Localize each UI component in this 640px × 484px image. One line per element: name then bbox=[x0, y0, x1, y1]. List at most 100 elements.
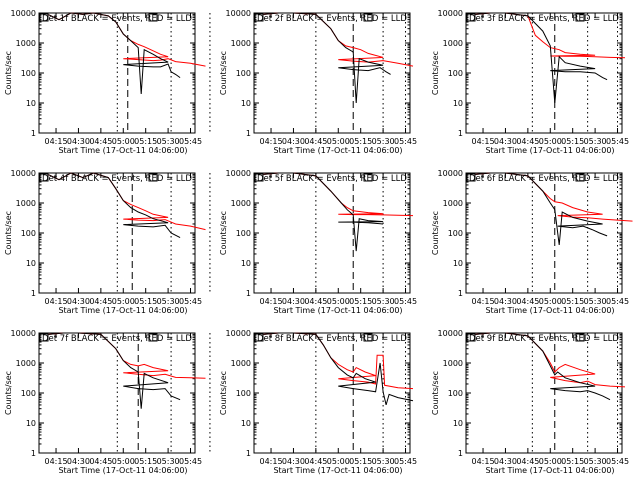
x-tick-label: 04:30 bbox=[282, 137, 305, 146]
y-tick-label: 1000 bbox=[443, 199, 463, 208]
series-line-events bbox=[475, 332, 611, 401]
y-tick-label: 10000 bbox=[438, 169, 463, 178]
x-tick-label: 05:30 bbox=[372, 457, 395, 466]
panel-7: 1 10 100 1000 10000 04:15 04:30 04:45 05:00 05:15… bbox=[4, 329, 211, 475]
y-tick-label: 1 bbox=[246, 129, 251, 138]
x-tick-label: 04:45 bbox=[516, 297, 539, 306]
corner-marker bbox=[39, 333, 49, 342]
y-tick-label: 10000 bbox=[226, 169, 251, 178]
x-tick-label: 05:30 bbox=[372, 297, 395, 306]
x-tick-label: 05:15 bbox=[349, 297, 372, 306]
y-tick-label: 10000 bbox=[226, 329, 251, 338]
x-tick-label: 04:15 bbox=[45, 297, 68, 306]
y-tick-label: 10000 bbox=[438, 9, 463, 18]
panel-title: Det 9f BLACK = Events, RED = LLD bbox=[469, 334, 619, 344]
x-tick-label: 04:30 bbox=[67, 297, 90, 306]
x-tick-label: 05:30 bbox=[157, 297, 180, 306]
panel-3: 1 10 100 1000 10000 04:15 04:30 04:45 05:00 05:15… bbox=[431, 9, 629, 155]
y-tick-label: 1 bbox=[458, 129, 463, 138]
corner-marker bbox=[254, 173, 264, 182]
y-tick-label: 10000 bbox=[11, 329, 36, 338]
x-tick-label: 05:15 bbox=[561, 297, 584, 306]
y-tick-label: 1000 bbox=[443, 359, 463, 368]
x-tick-label: 04:15 bbox=[260, 137, 283, 146]
panel-title: Det 6f BLACK = Events, RED = LLD bbox=[469, 174, 619, 184]
x-tick-label: 04:45 bbox=[304, 297, 327, 306]
panel-2: 1 10 100 1000 10000 04:15 04:30 04:45 05:00 05:15… bbox=[219, 9, 417, 155]
y-axis-label: Counts/sec bbox=[219, 51, 228, 95]
series-line-events bbox=[48, 172, 181, 239]
panel-9: 1 10 100 1000 10000 04:15 04:30 04:45 05:00 05:15… bbox=[431, 329, 629, 475]
y-tick-label: 10 bbox=[241, 419, 251, 428]
y-axis-label: Counts/sec bbox=[4, 211, 13, 255]
y-tick-label: 1000 bbox=[231, 39, 251, 48]
corner-marker bbox=[575, 13, 585, 22]
corner-marker bbox=[148, 173, 158, 182]
x-tick-label: 04:30 bbox=[67, 137, 90, 146]
y-axis-label: Counts/sec bbox=[219, 371, 228, 415]
y-tick-label: 1 bbox=[246, 449, 251, 458]
x-tick-label: 05:15 bbox=[134, 297, 157, 306]
y-tick-label: 10000 bbox=[11, 9, 36, 18]
x-tick-label: 04:45 bbox=[304, 457, 327, 466]
y-tick-label: 10000 bbox=[11, 169, 36, 178]
x-axis-label: Start Time (17-Oct-11 04:06:00) bbox=[273, 466, 402, 475]
x-tick-label: 04:45 bbox=[516, 137, 539, 146]
y-axis-label: Counts/sec bbox=[431, 51, 440, 95]
corner-marker bbox=[363, 173, 373, 182]
y-tick-label: 10000 bbox=[226, 9, 251, 18]
corner-marker bbox=[575, 333, 585, 342]
plot-frame bbox=[465, 332, 623, 454]
x-tick-label: 04:45 bbox=[304, 137, 327, 146]
x-tick-label: 05:45 bbox=[394, 137, 417, 146]
x-tick-label: 04:15 bbox=[472, 297, 495, 306]
x-tick-label: 05:00 bbox=[327, 297, 350, 306]
x-axis-label: Start Time (17-Oct-11 04:06:00) bbox=[485, 466, 614, 475]
panel-title: Det 2f BLACK = Events, RED = LLD bbox=[257, 14, 407, 24]
panel-1: 1 10 100 1000 10000 04:15 04:30 04:45 05:00 05:15… bbox=[4, 9, 211, 155]
x-tick-label: 04:15 bbox=[472, 137, 495, 146]
x-tick-label: 05:00 bbox=[112, 297, 135, 306]
y-tick-label: 1 bbox=[458, 449, 463, 458]
corner-marker bbox=[148, 333, 158, 342]
y-axis-label: Counts/sec bbox=[4, 371, 13, 415]
x-tick-label: 05:45 bbox=[179, 137, 202, 146]
series-line-events bbox=[263, 332, 414, 406]
panel-4: 1 10 100 1000 10000 04:15 04:30 04:45 05:00 05:15… bbox=[4, 169, 211, 315]
plot-frame bbox=[253, 332, 411, 454]
y-tick-label: 1 bbox=[458, 289, 463, 298]
x-tick-label: 05:00 bbox=[112, 137, 135, 146]
x-tick-label: 05:45 bbox=[606, 457, 629, 466]
y-axis-label: Counts/sec bbox=[431, 211, 440, 255]
y-tick-label: 10 bbox=[241, 259, 251, 268]
x-tick-label: 05:30 bbox=[584, 457, 607, 466]
y-axis-label: Counts/sec bbox=[431, 371, 440, 415]
panel-8: 1 10 100 1000 10000 04:15 04:30 04:45 05:00 05:15… bbox=[219, 329, 417, 475]
y-tick-label: 1 bbox=[31, 289, 36, 298]
panel-title: Det 1f BLACK = Events, RED = LLD bbox=[42, 14, 192, 24]
corner-marker bbox=[254, 13, 264, 22]
series-line-events bbox=[263, 172, 384, 252]
x-tick-label: 04:45 bbox=[89, 457, 112, 466]
y-tick-label: 100 bbox=[236, 69, 251, 78]
x-tick-label: 05:45 bbox=[179, 457, 202, 466]
y-tick-label: 100 bbox=[21, 389, 36, 398]
x-tick-label: 05:45 bbox=[179, 297, 202, 306]
x-axis-label: Start Time (17-Oct-11 04:06:00) bbox=[58, 306, 187, 315]
series-line-events bbox=[475, 172, 608, 245]
x-tick-label: 05:15 bbox=[349, 457, 372, 466]
series-line-events bbox=[48, 332, 181, 409]
y-tick-label: 1000 bbox=[231, 359, 251, 368]
y-tick-label: 10000 bbox=[438, 329, 463, 338]
panel-5: 1 10 100 1000 10000 04:15 04:30 04:45 05:00 05:15… bbox=[219, 169, 417, 315]
x-tick-label: 04:15 bbox=[260, 457, 283, 466]
x-tick-label: 04:30 bbox=[67, 457, 90, 466]
x-tick-label: 05:30 bbox=[584, 297, 607, 306]
plot-frame bbox=[465, 12, 623, 134]
x-tick-label: 04:15 bbox=[260, 297, 283, 306]
x-tick-label: 05:00 bbox=[539, 457, 562, 466]
x-tick-label: 05:45 bbox=[606, 137, 629, 146]
y-tick-label: 10 bbox=[26, 419, 36, 428]
